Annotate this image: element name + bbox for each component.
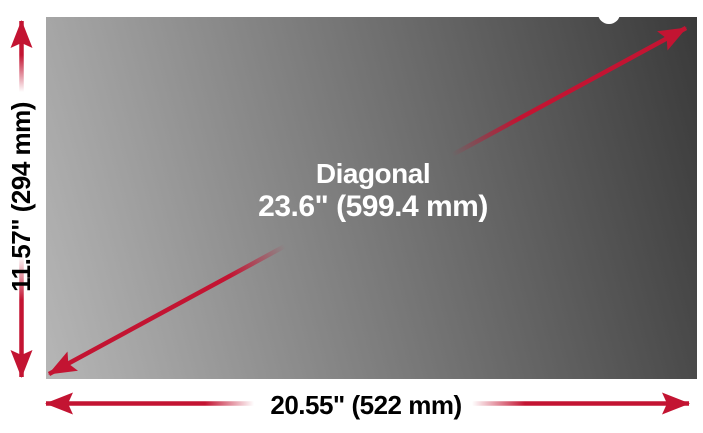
diagonal-label: Diagonal 23.6" (599.4 mm) <box>223 158 523 224</box>
diagonal-label-value: 23.6" (599.4 mm) <box>258 190 488 223</box>
width-label: 20.55" (522 mm) <box>270 390 462 420</box>
height-label: 11.57" (294 mm) <box>6 102 36 292</box>
diagonal-arrow-upper <box>450 26 688 157</box>
diagonal-arrow-lower <box>47 244 287 376</box>
diagonal-label-title: Diagonal <box>315 158 431 189</box>
webcam-notch <box>598 3 620 24</box>
